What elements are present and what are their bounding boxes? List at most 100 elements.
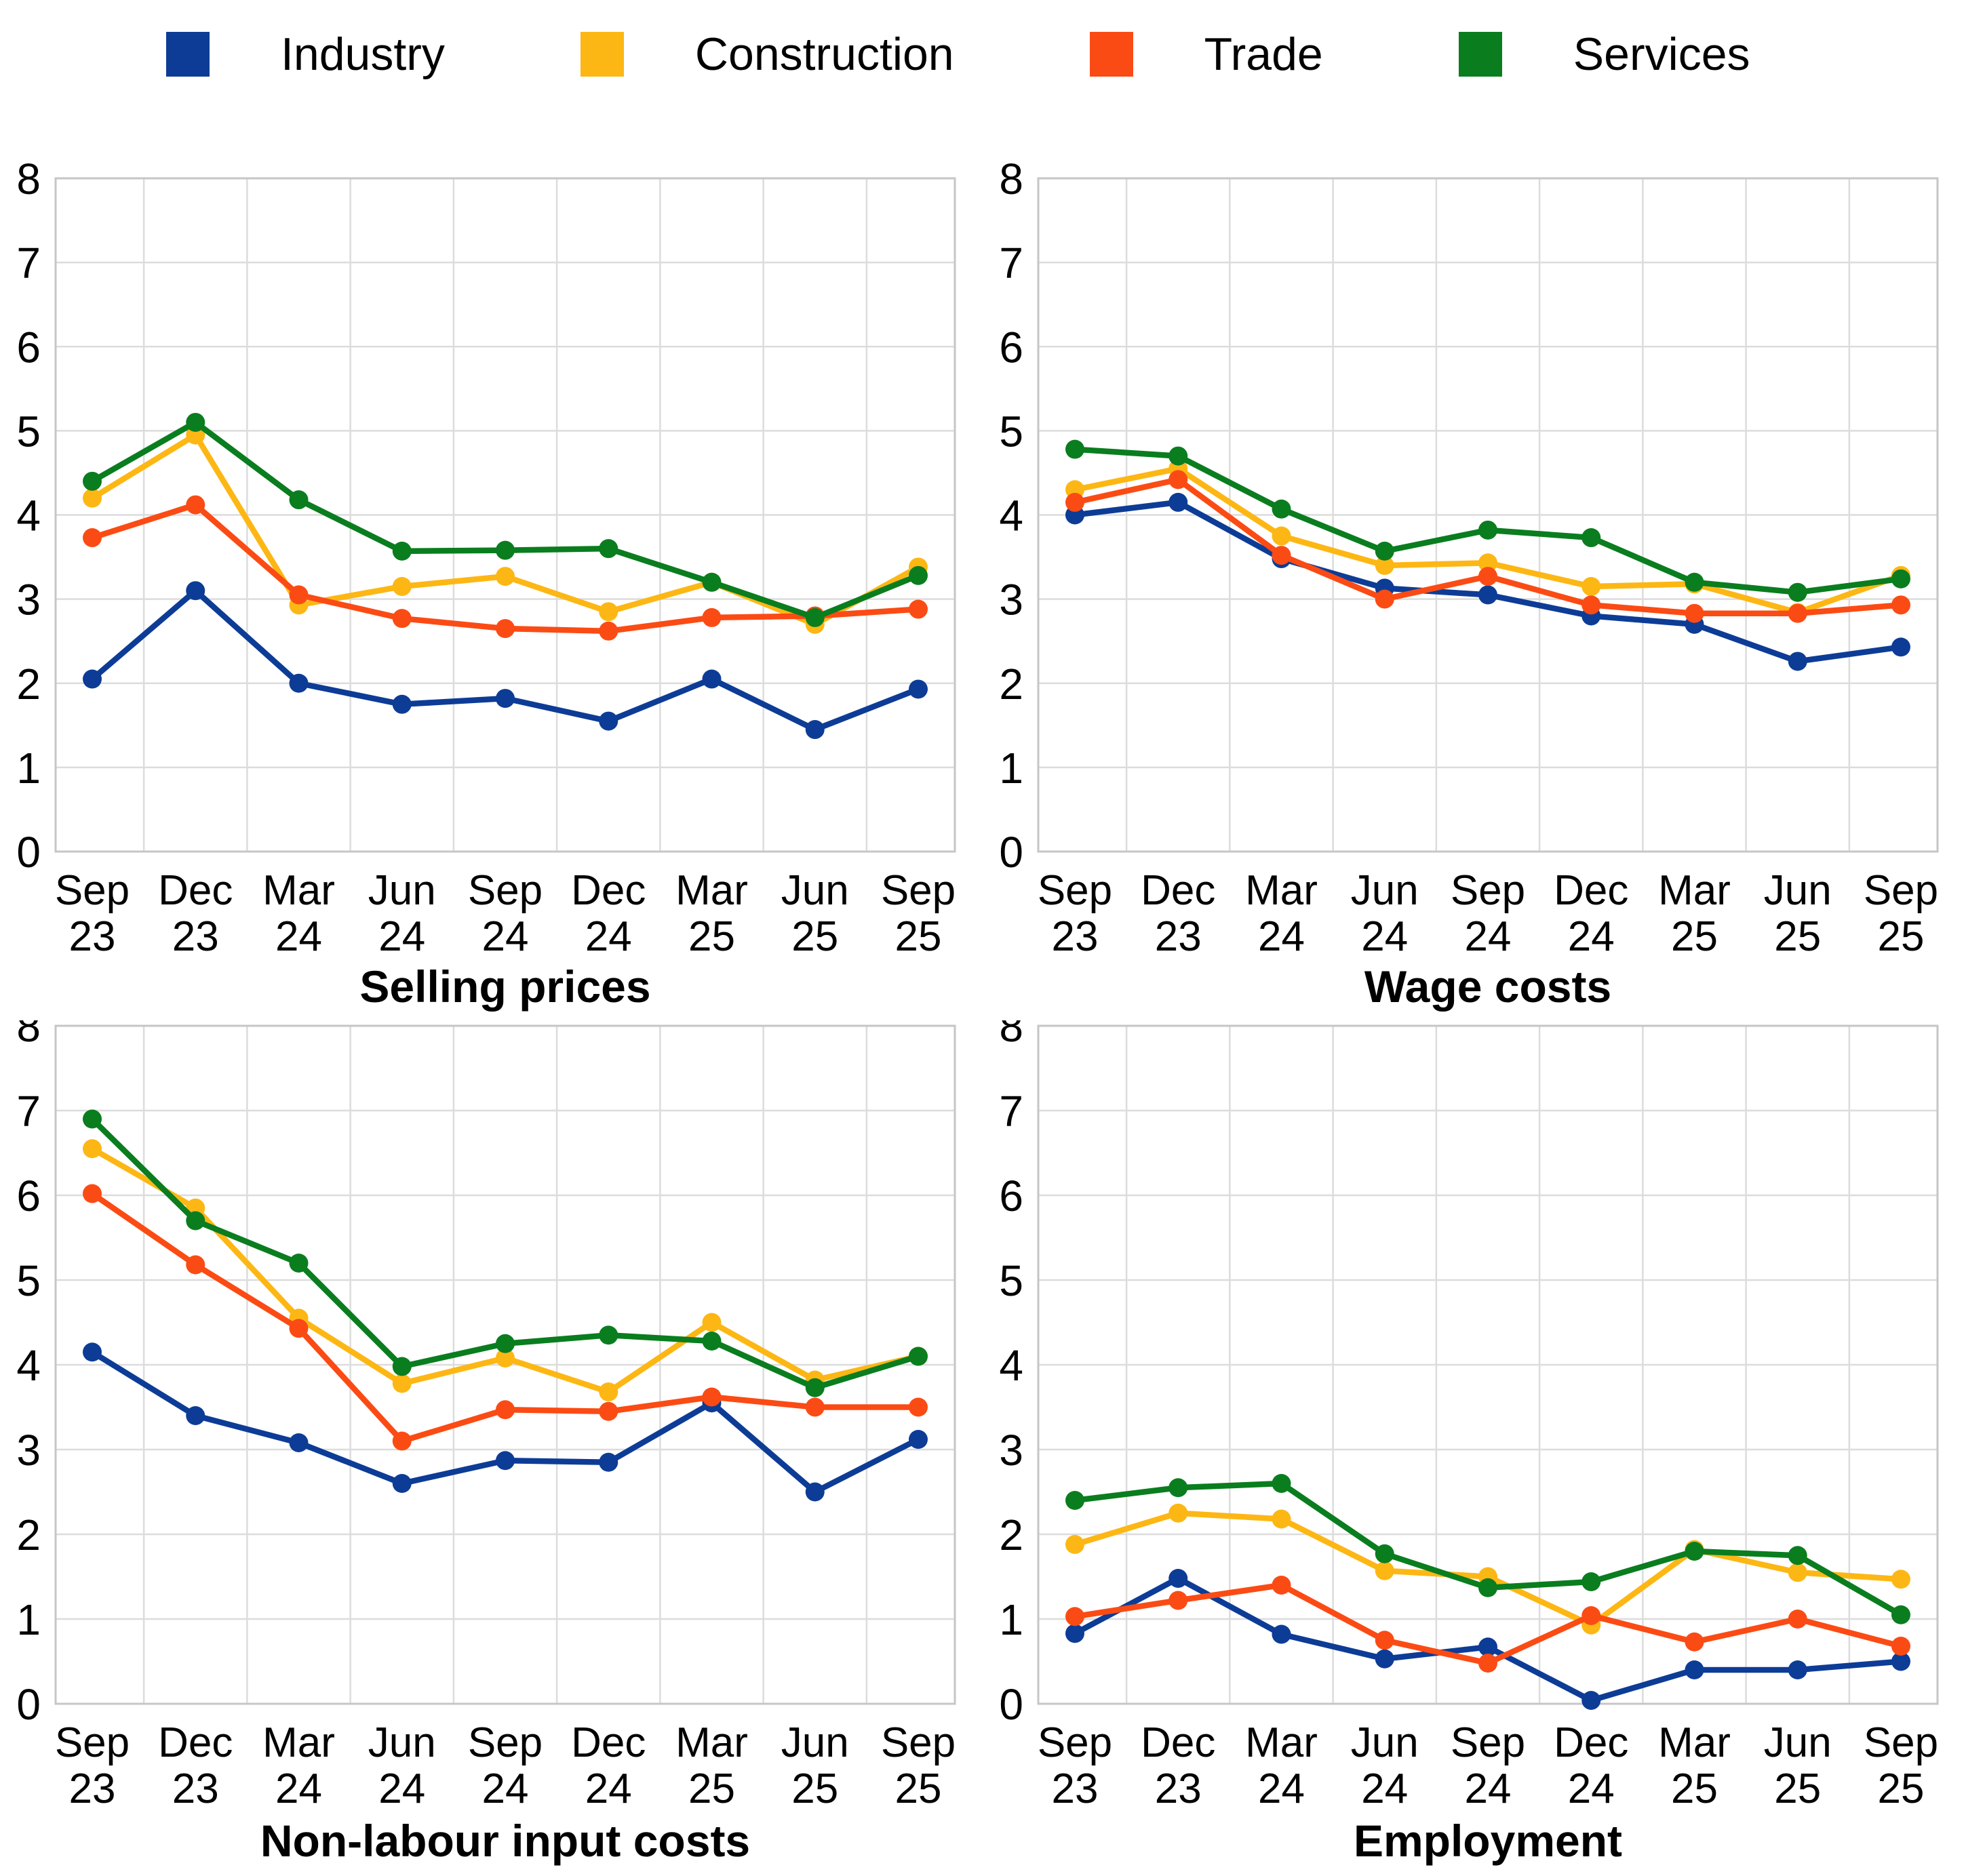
x-tick-label: Mar 24 [262, 867, 335, 953]
series-trade-point [289, 585, 309, 605]
legend-label-services: Services [1573, 28, 1750, 80]
industry-color-swatch [166, 32, 210, 77]
y-tick-label: 2 [16, 1511, 41, 1559]
series-industry [83, 1342, 928, 1502]
series-services-point [1581, 528, 1601, 548]
series-services-point [909, 1346, 928, 1366]
wage-costs-plot: 0 1 2 3 4 5 6 7 8 Sep 23 Dec 23 Mar 24 Jun 24 Sep 24 Dec 24 M… [999, 155, 1939, 953]
series-trade-point [1168, 1591, 1188, 1610]
series-services-point [186, 412, 205, 432]
series-construction-point [599, 602, 618, 622]
series-services-point [1065, 439, 1084, 459]
x-tick-label: Dec 23 [1141, 867, 1215, 953]
y-tick-label: 0 [999, 1680, 1023, 1729]
series-construction-point [599, 1382, 618, 1401]
series-industry-point [496, 689, 515, 709]
series-trade-point [392, 609, 412, 628]
series-construction-point [83, 488, 102, 508]
y-tick-label: 8 [999, 1020, 1023, 1051]
series-trade-point [702, 1387, 722, 1407]
series-industry-point [1788, 652, 1807, 671]
series-construction-point [1891, 1570, 1910, 1589]
series-trade-point [599, 621, 618, 641]
series-services-point [805, 607, 825, 627]
x-tick-label: Sep 25 [1864, 1719, 1938, 1805]
series-services-point [83, 471, 102, 491]
y-tick-label: 6 [999, 323, 1023, 372]
series-services-point [496, 540, 515, 560]
legend-item-construction: Construction [580, 31, 954, 77]
y-tick-label: 1 [16, 744, 41, 793]
series-industry-point [599, 711, 618, 731]
panel-border [1037, 1024, 1939, 1705]
series-industry-point [1168, 492, 1188, 512]
series-construction-point [1168, 1503, 1188, 1523]
x-tick-label: Sep 24 [468, 867, 543, 953]
x-tick-label: Dec 23 [1141, 1719, 1215, 1805]
series-services-point [1272, 1474, 1291, 1493]
y-tick-label: 6 [16, 323, 41, 372]
x-tick-label: Mar 25 [1658, 867, 1731, 953]
charts-grid: 0 1 2 3 4 5 6 7 8 Sep 23 Dec 23 Mar 24 Jun 24 Sep 24 Dec 24 M… [0, 108, 1966, 1876]
x-tick-label: Mar 25 [675, 867, 748, 953]
series-trade-point [1891, 595, 1910, 615]
series-industry-point [1065, 1624, 1084, 1643]
series-construction-point [496, 567, 515, 586]
series-construction-point [392, 577, 412, 597]
y-tick-label: 2 [16, 660, 41, 709]
y-tick-label: 2 [999, 1511, 1023, 1559]
chart-legend: Industry Construction Trade Services [0, 0, 1966, 108]
y-axis-tick-labels: 0 1 2 3 4 5 6 7 8 [999, 155, 1023, 877]
series-trade-point [1065, 492, 1084, 512]
gridlines [1038, 178, 1938, 852]
series-services-point [702, 1332, 722, 1351]
x-axis-tick-labels: Sep 23 Dec 23 Mar 24 Jun 24 Sep 24 Dec 24 Mar 25 Jun 25… [55, 1719, 956, 1805]
y-tick-label: 8 [16, 155, 41, 203]
series-services-point [1788, 1546, 1807, 1565]
series-construction-line [89, 432, 922, 628]
x-tick-label: Mar 25 [1658, 1719, 1731, 1805]
series-industry-point [496, 1451, 515, 1471]
series-construction-point [1272, 1509, 1291, 1529]
series-trade-point [1065, 1607, 1084, 1626]
y-tick-label: 7 [999, 239, 1023, 287]
series-industry-point [1478, 585, 1497, 605]
y-tick-label: 3 [999, 576, 1023, 624]
series-trade-point [1478, 1654, 1497, 1673]
x-tick-label: Jun 25 [781, 867, 849, 953]
panel-border [1037, 177, 1939, 853]
series-services-point [1478, 1578, 1497, 1597]
series-industry-point [1272, 1624, 1291, 1644]
series-industry-point [186, 581, 205, 601]
series-services [1065, 439, 1910, 602]
series-construction [1065, 1503, 1910, 1635]
series-trade-point [289, 1319, 309, 1338]
y-tick-label: 7 [16, 1087, 41, 1136]
x-tick-label: Jun 24 [1351, 867, 1419, 953]
y-tick-label: 5 [16, 1256, 41, 1305]
y-tick-label: 3 [16, 576, 41, 624]
x-tick-label: Sep 23 [1038, 1719, 1112, 1805]
series-construction-point [1581, 577, 1601, 597]
x-tick-label: Dec 23 [158, 1719, 233, 1805]
series-services [83, 412, 928, 627]
series-services-point [1272, 499, 1291, 519]
series-industry-point [289, 1433, 309, 1452]
series-trade-point [1272, 1576, 1291, 1595]
series-construction-point [1478, 553, 1497, 573]
services-color-swatch [1458, 32, 1502, 77]
x-tick-label: Dec 24 [571, 867, 646, 953]
x-tick-label: Dec 24 [1554, 867, 1628, 953]
series-trade [83, 1184, 928, 1451]
y-tick-label: 5 [999, 1256, 1023, 1305]
series-trade-point [909, 599, 928, 619]
series-trade-point [1581, 595, 1601, 615]
series-industry-line [89, 1349, 922, 1495]
series-services-point [805, 1378, 825, 1397]
series-services-point [186, 1211, 205, 1231]
series-services-point [392, 1357, 412, 1376]
series-industry-point [1891, 637, 1910, 657]
x-tick-label: Mar 24 [1245, 1719, 1318, 1805]
series-trade-point [392, 1431, 412, 1451]
employment-plot: 0 1 2 3 4 5 6 7 8 Sep 23 Dec 23 Mar 24 Jun 24 Sep 24 Dec 24 M… [999, 1020, 1939, 1805]
